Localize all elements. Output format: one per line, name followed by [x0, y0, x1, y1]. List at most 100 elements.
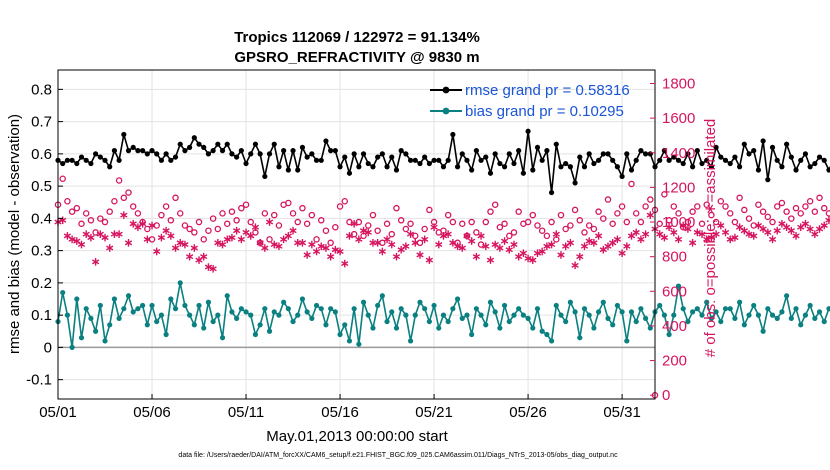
bias-point [784, 293, 790, 299]
rmse-point [219, 148, 226, 154]
possible-obs-marker [341, 198, 348, 205]
rmse-point [248, 151, 254, 157]
rmse-point [313, 157, 320, 163]
rmse-point [116, 157, 122, 163]
possible-obs-marker [491, 201, 499, 208]
bias-point [201, 325, 207, 331]
bias-point [182, 302, 188, 309]
possible-obs-marker [393, 204, 400, 212]
assimilated-obs-marker [712, 230, 720, 238]
asterisk-stroke [223, 236, 231, 242]
bias-point [318, 306, 324, 312]
possible-obs-marker [120, 194, 128, 202]
assimilated-obs-marker [162, 226, 170, 235]
chart-subtitle: GPSRO_REFRACTIVITY @ 9830 m [234, 49, 479, 66]
possible-obs-marker [783, 208, 790, 215]
asterisk-stroke [505, 247, 513, 253]
possible-obs-marker [675, 210, 682, 217]
assimilated-obs-marker [463, 232, 471, 240]
rmse-point [699, 160, 705, 167]
bias-point [821, 318, 827, 325]
assimilated-obs-marker [143, 235, 151, 244]
asterisk-stroke [190, 245, 198, 251]
rmse-point [370, 164, 376, 170]
assimilated-obs-marker [773, 226, 781, 235]
rmse-point [737, 164, 743, 170]
bias-point [727, 306, 733, 312]
possible-obs-marker [811, 208, 819, 215]
possible-obs-marker [68, 208, 76, 215]
bias-point [168, 296, 174, 302]
assimilated-obs-marker [214, 239, 222, 247]
possible-obs-marker [571, 206, 579, 214]
asterisk-stroke [463, 233, 471, 239]
asterisk-stroke [618, 250, 626, 256]
y-left-tick-label: 0.1 [31, 307, 52, 324]
assimilated-obs-marker [745, 230, 753, 238]
bias-point [769, 312, 776, 318]
rmse-point [121, 131, 127, 138]
rmse-point [60, 160, 66, 167]
bias-point [492, 309, 498, 315]
asterisk-stroke [750, 233, 758, 239]
assimilated-obs-marker [557, 251, 565, 259]
possible-obs-marker [87, 217, 95, 224]
asterisk-stroke [138, 221, 147, 227]
possible-obs-marker [534, 222, 541, 229]
bias-point [586, 312, 592, 318]
asterisk-stroke [576, 254, 584, 260]
asterisk-stroke [265, 219, 274, 225]
bias-point [675, 283, 682, 289]
rmse-point [182, 148, 188, 154]
y-right-tick-label: 1800 [662, 76, 695, 93]
asterisk-stroke [703, 236, 711, 242]
rmse-point [784, 141, 790, 147]
bias-point [281, 299, 287, 305]
assimilated-obs-marker [383, 235, 391, 244]
possible-obs-marker [407, 220, 414, 228]
assimilated-obs-marker [308, 240, 316, 249]
bias-point [450, 306, 456, 312]
asterisk-stroke [82, 231, 90, 237]
assimilated-obs-marker [120, 211, 128, 219]
assimilated-obs-marker [341, 259, 349, 268]
asterisk-stroke [106, 245, 114, 251]
x-axis-label: May.01,2013 00:00:00 start [266, 428, 448, 445]
rmse-point [234, 154, 240, 160]
assimilated-obs-marker [106, 244, 114, 252]
asterisk-stroke [350, 221, 358, 227]
possible-obs-marker [195, 218, 203, 226]
asterisk-stroke [63, 233, 72, 239]
possible-obs-marker [125, 189, 132, 196]
bias-point [313, 302, 320, 309]
rmse-point [516, 148, 522, 154]
rmse-point [685, 151, 691, 157]
y-left-tick-label: 0.4 [31, 210, 52, 227]
rmse-point [69, 157, 75, 163]
assimilated-obs-marker [792, 232, 800, 240]
rmse-point [779, 164, 785, 170]
rmse-point [393, 167, 400, 173]
asterisk-stroke [355, 236, 363, 242]
assimilated-obs-marker [693, 228, 701, 237]
possible-obs-marker [501, 220, 508, 228]
possible-obs-marker [623, 218, 631, 226]
asterisk-stroke [308, 242, 316, 248]
possible-obs-marker [308, 211, 316, 219]
assimilated-obs-marker [641, 230, 650, 238]
bias-point [534, 306, 541, 312]
possible-obs-marker [172, 194, 179, 202]
bias-point [102, 338, 108, 344]
bias-point [290, 318, 296, 325]
bias-point [798, 322, 804, 328]
asterisk-stroke [496, 245, 504, 251]
asterisk-stroke [101, 235, 109, 241]
asterisk-stroke [500, 238, 509, 244]
asterisk-stroke [185, 254, 194, 260]
asterisk-stroke [566, 240, 575, 246]
possible-obs-marker [388, 230, 396, 238]
assimilated-obs-marker [717, 221, 725, 230]
assimilated-obs-marker [646, 211, 654, 219]
asterisk-stroke [327, 254, 335, 260]
bias-point [718, 318, 724, 325]
